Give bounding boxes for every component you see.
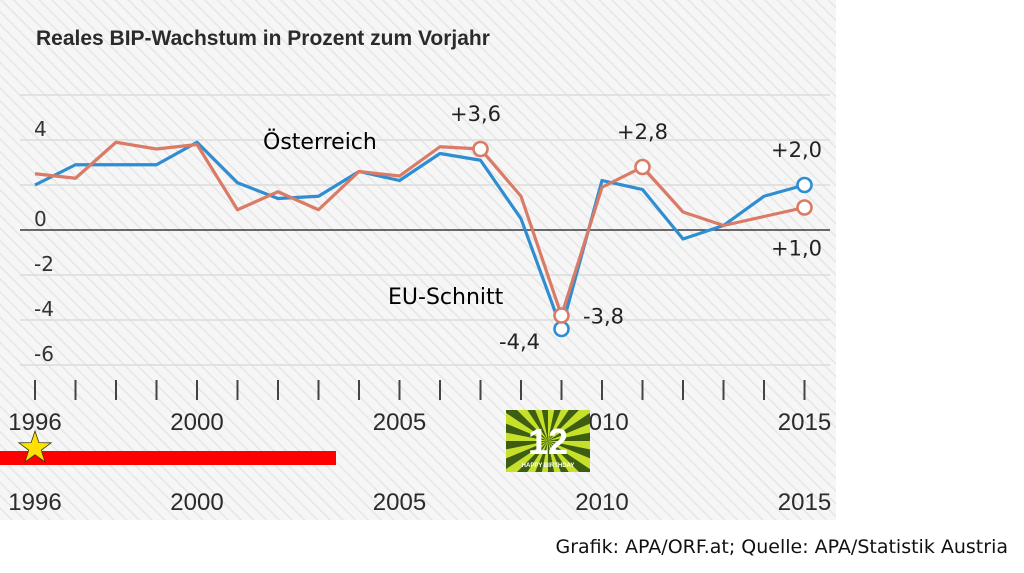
series-label-oesterreich: Österreich xyxy=(263,129,377,155)
data-label: +3,6 xyxy=(450,102,501,126)
timeline-year-label: 1996 xyxy=(8,489,61,516)
series-lines xyxy=(34,140,805,331)
data-label: +2,8 xyxy=(617,120,668,144)
birthday-badge-icon: 12 HAPPY BIRTHDAY xyxy=(506,410,590,472)
data-point-marker xyxy=(796,176,813,194)
series-line-oesterreich xyxy=(34,140,805,318)
data-point-marker xyxy=(634,158,651,176)
chart-background xyxy=(0,0,836,520)
data-label: +1,0 xyxy=(771,237,822,261)
data-point-marker xyxy=(553,307,570,324)
y-tick-label: 0 xyxy=(34,207,47,231)
y-tick-label: -4 xyxy=(34,297,54,321)
timeline[interactable] xyxy=(0,429,336,465)
timeline-year-labels: 1996 2000 2005 2010 2015 xyxy=(8,489,831,516)
data-point-marker xyxy=(796,199,813,216)
y-axis-ticks: 4 0 -2 -4 -6 xyxy=(34,117,54,366)
data-label: +2,0 xyxy=(771,138,822,162)
y-tick-label: 4 xyxy=(34,117,47,141)
series-line-eu-schnitt xyxy=(34,140,805,331)
timeline-year-label: 2000 xyxy=(170,489,223,516)
x-tick-label: 2000 xyxy=(170,409,223,436)
x-tick-label: 2005 xyxy=(373,409,426,436)
data-point-marker xyxy=(472,140,489,158)
y-tick-label: -2 xyxy=(34,252,54,276)
data-label: -3,8 xyxy=(583,305,624,329)
chart-title: Reales BIP-Wachstum in Prozent zum Vorja… xyxy=(36,27,490,50)
data-label: -4,4 xyxy=(499,330,540,354)
badge-text: HAPPY BIRTHDAY xyxy=(522,463,575,469)
grid-lines xyxy=(20,94,830,366)
data-annotations: +3,6 +2,8 +2,0 +1,0 -4,4 -3,8 xyxy=(450,102,822,354)
star-icon[interactable] xyxy=(17,429,53,463)
timeline-year-label: 2005 xyxy=(373,489,426,516)
source-credit: Grafik: APA/ORF.at; Quelle: APA/Statisti… xyxy=(555,536,1008,558)
y-tick-label: -6 xyxy=(34,342,54,366)
data-point-marker xyxy=(553,320,570,338)
timeline-year-label: 2015 xyxy=(778,489,831,516)
badge-number: 12 xyxy=(528,421,568,462)
timeline-progress-bar[interactable] xyxy=(0,451,336,465)
timeline-year-label: 2010 xyxy=(575,489,628,516)
x-tick-label: 2015 xyxy=(778,409,831,436)
highlight-markers xyxy=(472,140,813,338)
series-label-eu-schnitt: EU-Schnitt xyxy=(388,285,504,310)
